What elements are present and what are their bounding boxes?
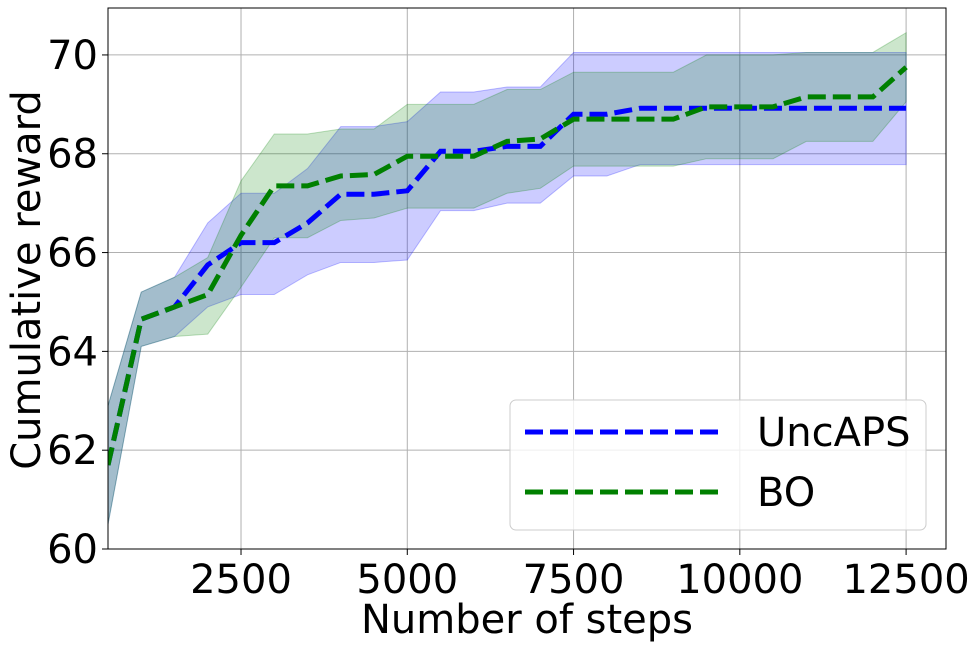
legend: UncAPS BO	[509, 399, 927, 531]
confidence-band	[108, 51, 907, 525]
series-line	[108, 65, 908, 466]
x-tick-label: 7500	[523, 557, 625, 603]
y-tick-label: 62	[47, 428, 98, 474]
y-tick-label: 68	[47, 132, 98, 178]
confidence-band	[108, 31, 907, 525]
y-tick-label: 60	[47, 527, 98, 573]
legend-label: UncAPS	[757, 410, 911, 456]
x-tick-label: 10000	[676, 557, 803, 603]
x-axis-label: Number of steps	[361, 597, 693, 643]
x-tick-label: 2500	[190, 557, 292, 603]
x-tick-label: 12500	[842, 557, 969, 603]
legend-label: BO	[757, 470, 815, 516]
y-tick-label: 70	[47, 33, 98, 79]
x-tick-label: 5000	[356, 557, 458, 603]
y-tick-label: 66	[47, 231, 98, 277]
plot	[108, 31, 908, 525]
y-axis-label: Cumulative reward	[4, 90, 50, 470]
y-tick-label: 64	[47, 329, 98, 375]
plot-frame	[107, 7, 947, 550]
